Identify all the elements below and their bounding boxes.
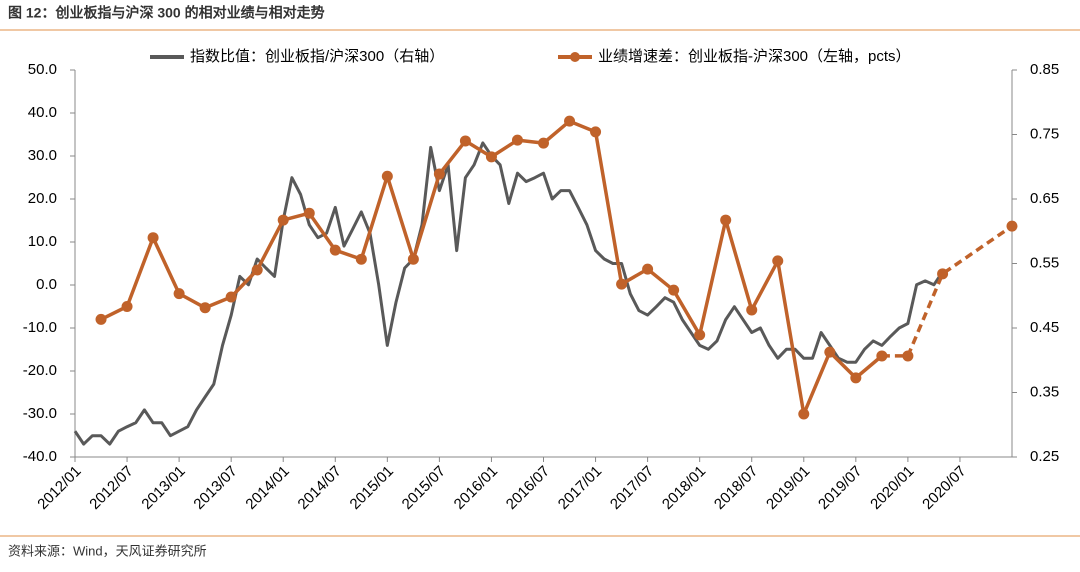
series-marker xyxy=(433,168,445,180)
x-tick-label: 2017/01 xyxy=(555,463,605,513)
y-tick-label: 40.0 xyxy=(28,104,57,121)
source: 资料来源：Wind，天风证券研究所 xyxy=(8,543,207,558)
y2-tick-label: 0.75 xyxy=(1030,125,1059,142)
y-tick-label: -10.0 xyxy=(23,319,57,336)
x-tick-label: 2015/01 xyxy=(347,463,397,513)
series-marker xyxy=(720,214,732,226)
legend-label: 业绩增速差：创业板指-沪深300（左轴，pcts） xyxy=(598,47,911,65)
x-tick-label: 2018/01 xyxy=(659,463,709,513)
y2-tick-label: 0.45 xyxy=(1030,319,1059,336)
x-tick-label: 2013/07 xyxy=(190,463,240,513)
series-marker xyxy=(902,350,914,362)
series-marker xyxy=(303,207,315,219)
series-marker xyxy=(277,214,289,226)
series-marker xyxy=(590,126,602,138)
series-marker xyxy=(407,253,419,265)
series-marker xyxy=(937,268,949,280)
series-line xyxy=(73,141,944,446)
series-marker xyxy=(876,350,888,362)
x-tick-label: 2017/07 xyxy=(607,463,657,513)
legend-marker xyxy=(570,52,580,62)
x-tick-label: 2019/01 xyxy=(763,463,813,513)
y-tick-label: 0.0 xyxy=(36,276,57,293)
x-tick-label: 2012/07 xyxy=(86,463,136,513)
x-tick-label: 2016/07 xyxy=(503,463,553,513)
y-tick-label: -40.0 xyxy=(23,448,57,465)
y-tick-label: 30.0 xyxy=(28,147,57,164)
series-marker xyxy=(798,408,810,420)
series-marker xyxy=(329,244,341,256)
series-marker xyxy=(564,115,576,127)
series-marker xyxy=(147,232,159,244)
x-tick-label: 2013/01 xyxy=(138,463,188,513)
series-marker xyxy=(772,255,784,267)
series-marker xyxy=(485,151,497,163)
x-tick-label: 2018/07 xyxy=(711,463,761,513)
series-line-dashed xyxy=(881,224,1013,358)
series-marker xyxy=(694,329,706,341)
chart-title: 图 12：创业板指与沪深 300 的相对业绩与相对走势 xyxy=(8,5,325,21)
y2-tick-label: 0.65 xyxy=(1030,190,1059,207)
series-marker xyxy=(1006,220,1018,232)
y2-tick-label: 0.25 xyxy=(1030,448,1059,465)
series-marker xyxy=(459,135,471,147)
series-marker xyxy=(616,278,628,290)
series-marker xyxy=(225,291,237,303)
series-marker xyxy=(538,137,549,149)
x-tick-label: 2014/01 xyxy=(242,463,292,513)
series-marker xyxy=(746,304,758,316)
series-marker xyxy=(355,253,367,265)
y-tick-label: -20.0 xyxy=(23,362,57,379)
y2-tick-label: 0.55 xyxy=(1030,254,1059,271)
x-tick-label: 2016/01 xyxy=(451,463,501,513)
x-tick-label: 2015/07 xyxy=(399,463,449,513)
y2-tick-label: 0.85 xyxy=(1030,61,1059,78)
y-tick-label: 10.0 xyxy=(28,233,57,250)
x-tick-label: 2014/07 xyxy=(295,463,345,513)
x-tick-label: 2020/01 xyxy=(867,463,917,513)
x-tick-label: 2020/07 xyxy=(919,463,969,513)
series-marker xyxy=(668,284,680,296)
series-marker xyxy=(642,263,654,275)
y-tick-label: 20.0 xyxy=(28,190,57,207)
series-marker xyxy=(199,302,211,314)
series-marker xyxy=(251,264,263,276)
x-tick-label: 2019/07 xyxy=(815,463,865,513)
legend-label: 指数比值：创业板指/沪深300（右轴） xyxy=(190,47,444,65)
series-marker xyxy=(850,372,862,384)
series-marker xyxy=(95,313,107,325)
y-tick-label: 50.0 xyxy=(28,61,57,78)
x-tick-label: 2012/01 xyxy=(34,463,84,513)
series-marker xyxy=(121,301,133,312)
series-marker xyxy=(381,170,393,182)
y-tick-label: -30.0 xyxy=(23,405,57,422)
y2-tick-label: 0.35 xyxy=(1030,383,1059,400)
series-marker xyxy=(173,288,185,300)
series-marker xyxy=(511,134,523,146)
series-marker xyxy=(824,346,836,358)
